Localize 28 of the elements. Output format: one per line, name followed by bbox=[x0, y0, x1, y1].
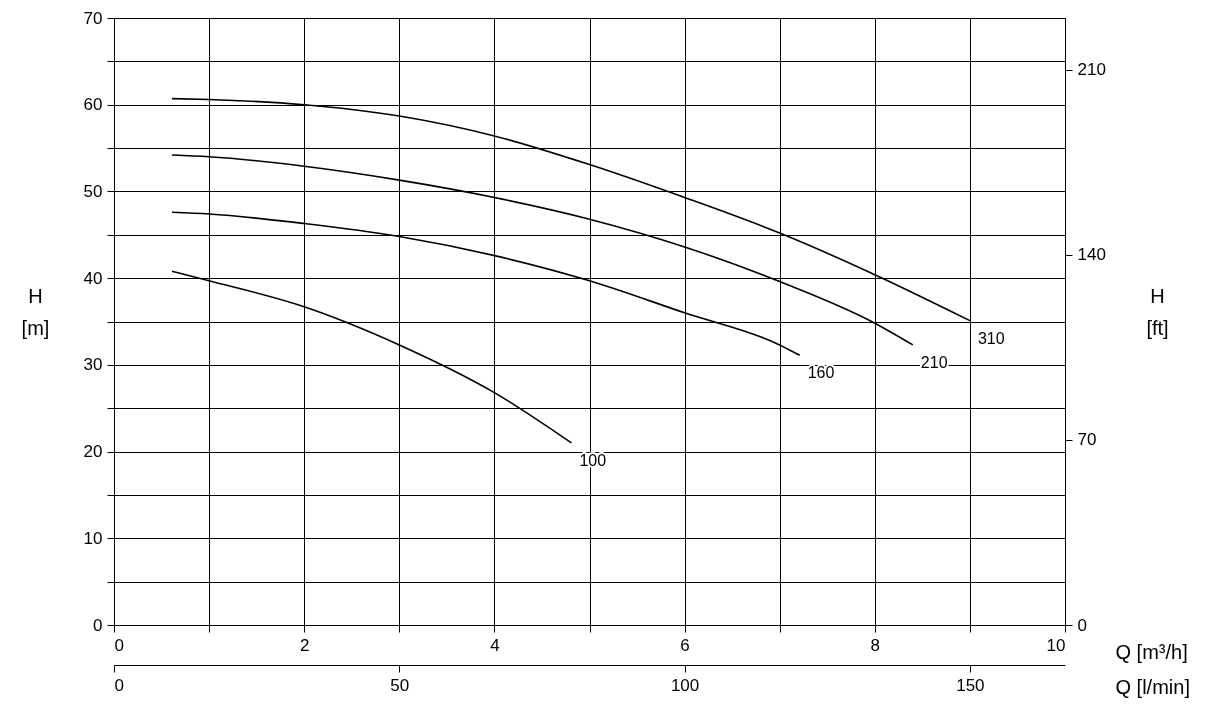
y-tick-label: 20 bbox=[83, 442, 103, 462]
y2-axis-title: H [ft] bbox=[1146, 284, 1169, 339]
x-axis-title: Q [m³/h] bbox=[1115, 640, 1188, 663]
x-tick-label: 8 bbox=[870, 635, 881, 655]
y-tick-label: 60 bbox=[83, 95, 103, 115]
x-tick-label: 10 bbox=[1046, 635, 1066, 655]
series-label: 310 bbox=[977, 329, 1005, 347]
y-tick-label: 10 bbox=[83, 528, 103, 548]
y-tick-label: 70 bbox=[83, 8, 103, 28]
series-label: 160 bbox=[807, 364, 835, 382]
x2-tick-label: 100 bbox=[670, 675, 700, 695]
x2-tick-label: 0 bbox=[114, 675, 124, 695]
x2-tick-label: 50 bbox=[390, 675, 410, 695]
y-tick-label: 40 bbox=[83, 268, 103, 288]
y2-tick-label: 70 bbox=[1077, 430, 1097, 450]
y2-tick-label: 140 bbox=[1077, 245, 1106, 265]
x-tick-label: 6 bbox=[680, 635, 690, 655]
x-tick-label: 4 bbox=[490, 635, 500, 655]
x2-tick-label: 150 bbox=[956, 675, 985, 695]
y-tick-label: 30 bbox=[83, 355, 103, 375]
x-tick-label: 0 bbox=[114, 635, 124, 655]
x2-axis-title: Q [l/min] bbox=[1115, 675, 1190, 698]
y2-tick-label: 0 bbox=[1077, 615, 1087, 635]
y-tick-label: 0 bbox=[93, 615, 103, 635]
x-tick-label: 2 bbox=[299, 635, 310, 655]
y-tick-label: 50 bbox=[83, 181, 103, 201]
y2-tick-label: 210 bbox=[1077, 60, 1106, 80]
y-axis-title: H [m] bbox=[21, 284, 50, 339]
